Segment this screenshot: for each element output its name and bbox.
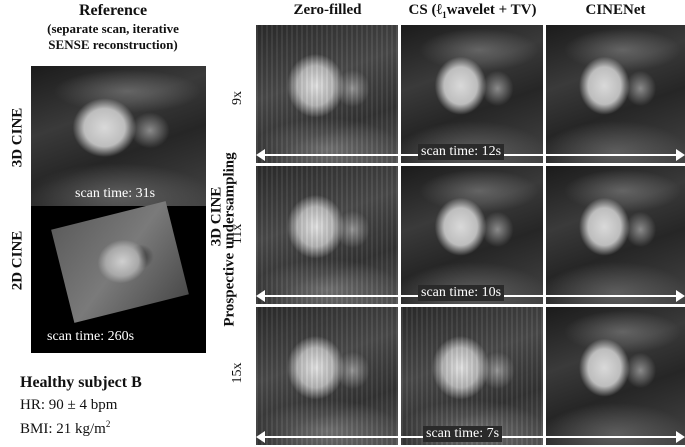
- image-zero-filled-9x: [256, 25, 398, 163]
- image-cinenet-15x: [546, 307, 685, 445]
- reference-title: Reference: [78, 2, 148, 19]
- reference-2d-label: 2D CINE: [9, 230, 26, 291]
- subject-bmi: BMI: 21 kg/m2: [20, 419, 110, 438]
- scan-time-9x: scan time: 12s: [418, 144, 505, 160]
- factor-label-9x: 9x: [230, 91, 245, 105]
- factor-label-15x: 15x: [230, 362, 245, 384]
- image-zero-filled-15x: [256, 307, 398, 445]
- image-zero-filled-11x: [256, 166, 398, 304]
- factor-label-11x: 11x: [230, 223, 245, 245]
- scan-time-11x: scan time: 10s: [418, 285, 505, 301]
- column-title-zero-filled: Zero-filled: [293, 2, 362, 18]
- column-title-cs: CS (ℓ1wavelet + TV): [395, 2, 550, 20]
- subject-bmi-value: BMI: 21 kg/m: [20, 421, 106, 437]
- reference-subtitle: (separate scan, iterative SENSE reconstr…: [8, 21, 218, 53]
- reference-3d-image: scan time: 31s: [31, 66, 206, 206]
- subject-hr: HR: 90 ± 4 bpm: [20, 397, 118, 413]
- reference-2d-scan-time: scan time: 260s: [47, 329, 135, 344]
- column-title-cinenet: CINENet: [585, 2, 646, 18]
- cs-title-prefix: CS (: [408, 2, 437, 18]
- scan-time-15x: scan time: 7s: [423, 426, 503, 442]
- image-cs-11x: [401, 166, 543, 304]
- image-cs-15x: [401, 307, 543, 445]
- image-cinenet-9x: [546, 25, 685, 163]
- image-cinenet-11x: [546, 166, 685, 304]
- reference-3d-scan-time: scan time: 31s: [75, 186, 156, 201]
- reference-2d-panel: scan time: 260s: [31, 201, 206, 353]
- reference-2d-image: [51, 201, 189, 323]
- cs-title-ell: ℓ: [436, 2, 443, 18]
- image-cs-9x: [401, 25, 543, 163]
- cs-title-suffix: wavelet + TV): [446, 2, 537, 18]
- cs-title-subscript: 1: [442, 10, 447, 20]
- reference-subtitle-line2: SENSE reconstruction): [48, 37, 178, 52]
- subject-name: Healthy subject B: [20, 374, 142, 391]
- subject-bmi-superscript: 2: [105, 419, 111, 429]
- reference-subtitle-line1: (separate scan, iterative: [47, 21, 179, 36]
- reference-3d-label: 3D CINE: [9, 107, 26, 168]
